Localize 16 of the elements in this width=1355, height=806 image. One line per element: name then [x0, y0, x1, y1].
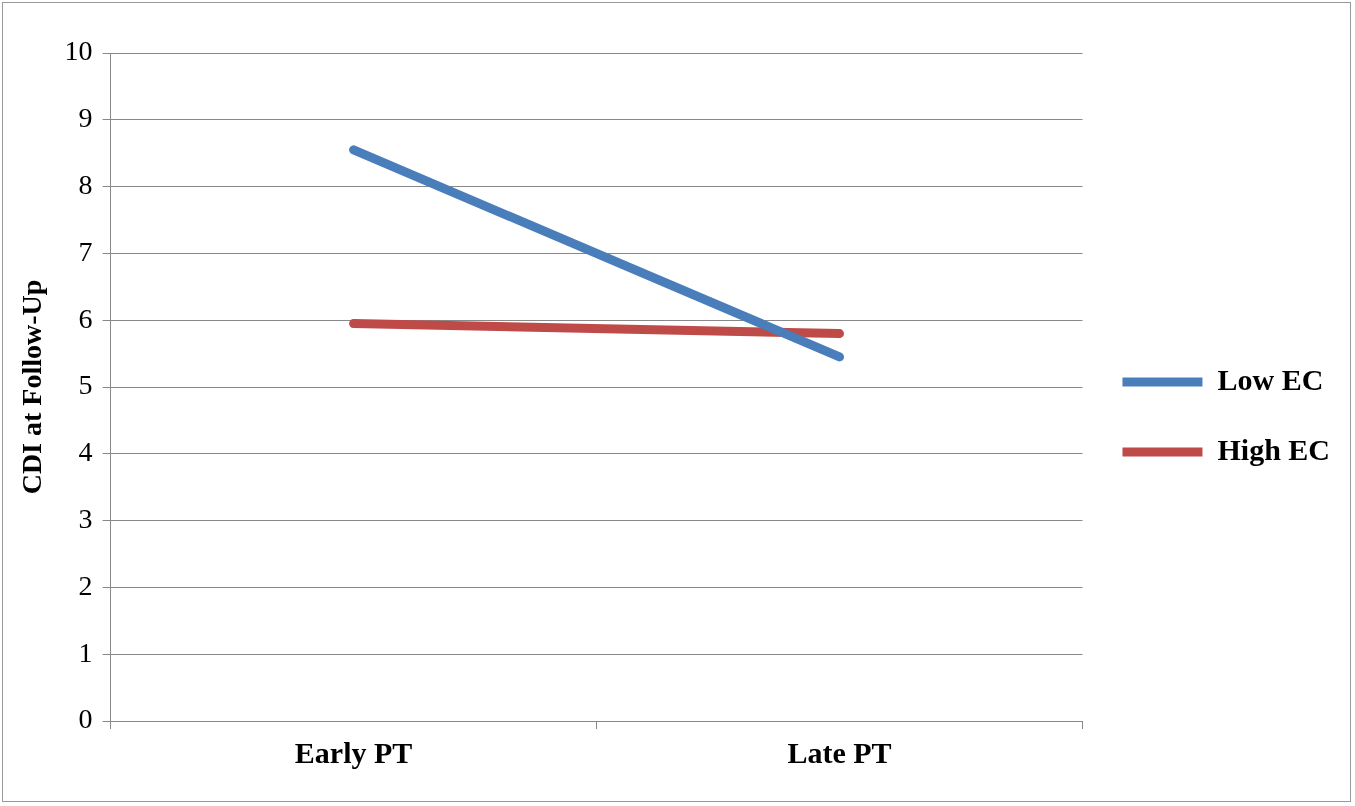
y-tick-label: 8 [78, 168, 93, 200]
x-tick-label: Late PT [787, 735, 892, 769]
x-tick-label: Early PT [294, 735, 413, 769]
y-tick-label: 6 [78, 302, 93, 334]
y-axis-title: CDI at Follow-Up [16, 279, 48, 495]
y-tick-label: 7 [78, 235, 93, 267]
y-tick-label: 3 [78, 502, 93, 534]
y-tick-label: 5 [78, 369, 93, 401]
y-tick-label: 1 [78, 636, 93, 668]
y-tick-label: 2 [78, 569, 93, 601]
y-tick-label: 4 [78, 436, 93, 468]
y-tick-label: 0 [78, 703, 93, 735]
legend-label: High EC [1217, 432, 1330, 466]
legend-label: Low EC [1217, 362, 1324, 396]
y-tick-label: 9 [78, 102, 93, 134]
y-tick-label: 10 [64, 35, 93, 67]
